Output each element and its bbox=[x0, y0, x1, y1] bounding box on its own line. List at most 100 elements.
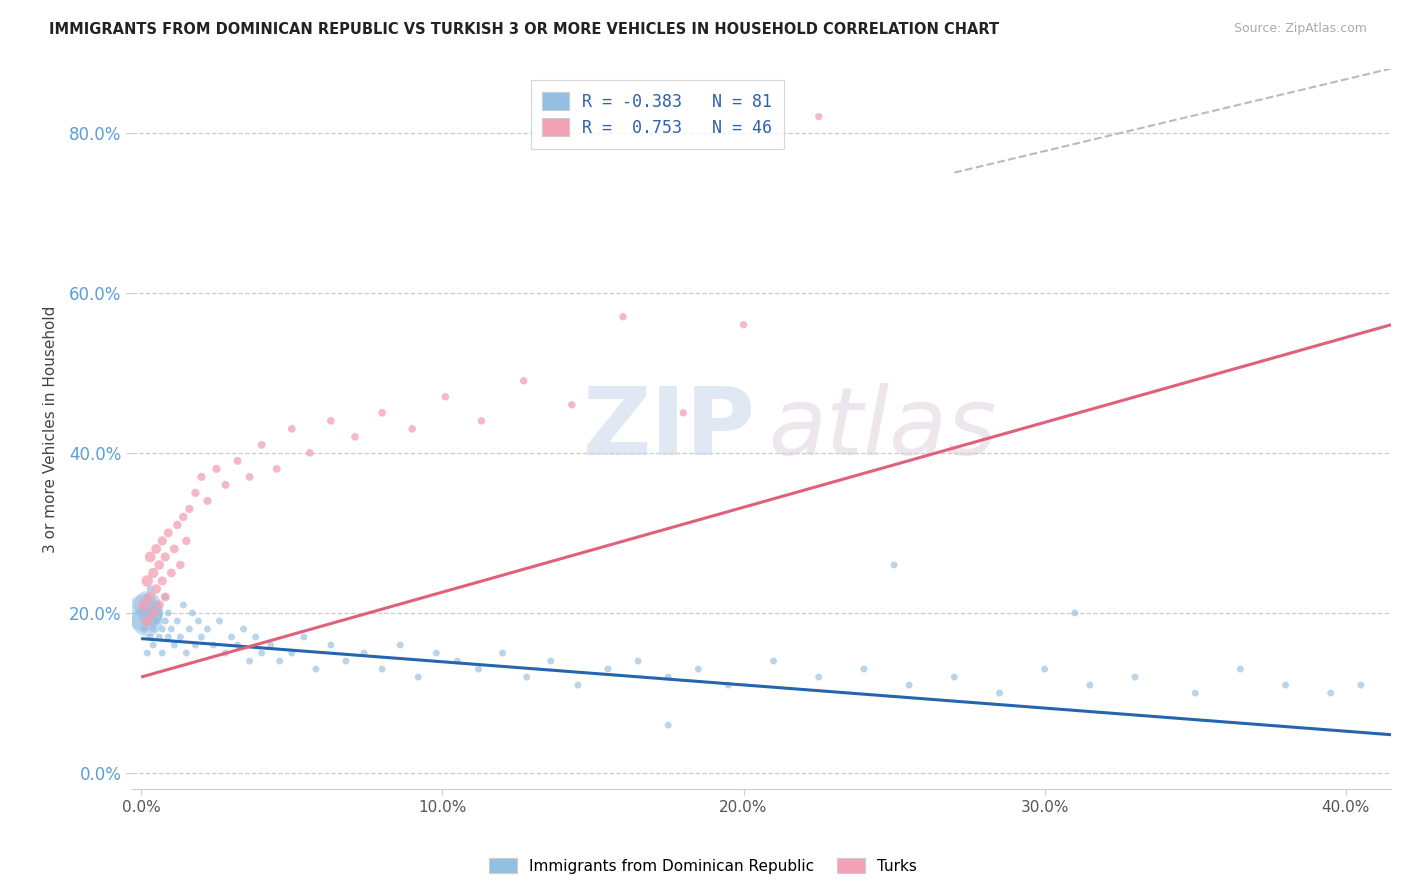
Point bbox=[281, 422, 304, 436]
Point bbox=[136, 574, 159, 588]
Point bbox=[197, 494, 219, 508]
Point bbox=[943, 670, 966, 684]
Point bbox=[169, 558, 191, 572]
Point bbox=[717, 678, 740, 692]
Point bbox=[136, 614, 159, 628]
Point bbox=[179, 502, 201, 516]
Point bbox=[184, 638, 207, 652]
Point bbox=[226, 638, 249, 652]
Point bbox=[425, 646, 447, 660]
Point bbox=[250, 438, 273, 452]
Point bbox=[1078, 678, 1101, 692]
Point bbox=[852, 662, 875, 676]
Point bbox=[343, 430, 366, 444]
Y-axis label: 3 or more Vehicles in Household: 3 or more Vehicles in Household bbox=[44, 305, 58, 552]
Point bbox=[163, 638, 186, 652]
Point bbox=[807, 670, 830, 684]
Point bbox=[612, 310, 634, 324]
Point bbox=[232, 622, 254, 636]
Text: atlas: atlas bbox=[768, 384, 995, 475]
Point bbox=[157, 525, 180, 540]
Point bbox=[169, 630, 191, 644]
Point bbox=[179, 622, 201, 636]
Point bbox=[762, 654, 785, 668]
Point bbox=[142, 566, 165, 580]
Point bbox=[142, 622, 165, 636]
Text: IMMIGRANTS FROM DOMINICAN REPUBLIC VS TURKISH 3 OR MORE VEHICLES IN HOUSEHOLD CO: IMMIGRANTS FROM DOMINICAN REPUBLIC VS TU… bbox=[49, 22, 1000, 37]
Point bbox=[239, 470, 262, 484]
Point bbox=[145, 598, 167, 612]
Point bbox=[733, 318, 755, 332]
Point bbox=[371, 406, 394, 420]
Point bbox=[166, 517, 188, 532]
Point bbox=[208, 614, 231, 628]
Point bbox=[139, 590, 162, 604]
Point bbox=[540, 654, 562, 668]
Point bbox=[145, 541, 167, 556]
Point bbox=[226, 454, 249, 468]
Point bbox=[467, 662, 489, 676]
Point bbox=[491, 646, 513, 660]
Point bbox=[627, 654, 650, 668]
Point bbox=[1274, 678, 1296, 692]
Point bbox=[145, 582, 167, 596]
Point bbox=[176, 533, 198, 548]
Point bbox=[160, 566, 183, 580]
Point bbox=[561, 398, 583, 412]
Point bbox=[205, 462, 228, 476]
Point bbox=[401, 422, 423, 436]
Point bbox=[136, 614, 159, 628]
Point bbox=[406, 670, 429, 684]
Point bbox=[221, 630, 243, 644]
Text: Source: ZipAtlas.com: Source: ZipAtlas.com bbox=[1233, 22, 1367, 36]
Point bbox=[245, 630, 267, 644]
Point bbox=[988, 686, 1011, 700]
Point bbox=[157, 630, 180, 644]
Point bbox=[136, 646, 159, 660]
Point bbox=[136, 614, 159, 628]
Point bbox=[516, 670, 538, 684]
Point bbox=[148, 598, 170, 612]
Point bbox=[1033, 662, 1056, 676]
Point bbox=[134, 598, 156, 612]
Point bbox=[139, 582, 162, 596]
Point bbox=[150, 646, 173, 660]
Point bbox=[134, 598, 156, 612]
Point bbox=[155, 590, 177, 604]
Point bbox=[596, 662, 619, 676]
Point bbox=[190, 630, 212, 644]
Point bbox=[202, 638, 225, 652]
Point bbox=[134, 606, 156, 620]
Point bbox=[470, 414, 492, 428]
Point bbox=[139, 549, 162, 564]
Point bbox=[139, 606, 162, 620]
Point bbox=[150, 622, 173, 636]
Point bbox=[657, 718, 679, 732]
Point bbox=[142, 606, 165, 620]
Legend: Immigrants from Dominican Republic, Turks: Immigrants from Dominican Republic, Turk… bbox=[484, 852, 922, 880]
Point bbox=[166, 614, 188, 628]
Point bbox=[657, 670, 679, 684]
Point bbox=[292, 630, 315, 644]
Point bbox=[260, 638, 283, 652]
Point bbox=[1319, 686, 1341, 700]
Point bbox=[281, 646, 304, 660]
Point bbox=[145, 614, 167, 628]
Point bbox=[883, 558, 905, 572]
Point bbox=[250, 646, 273, 660]
Point bbox=[176, 646, 198, 660]
Point bbox=[898, 678, 921, 692]
Point bbox=[319, 638, 342, 652]
Point bbox=[371, 662, 394, 676]
Point bbox=[1350, 678, 1372, 692]
Point bbox=[155, 549, 177, 564]
Point bbox=[434, 390, 457, 404]
Point bbox=[319, 414, 342, 428]
Point bbox=[160, 622, 183, 636]
Point bbox=[1229, 662, 1251, 676]
Point bbox=[1184, 686, 1206, 700]
Point bbox=[512, 374, 534, 388]
Point bbox=[136, 590, 159, 604]
Point bbox=[139, 630, 162, 644]
Point bbox=[148, 558, 170, 572]
